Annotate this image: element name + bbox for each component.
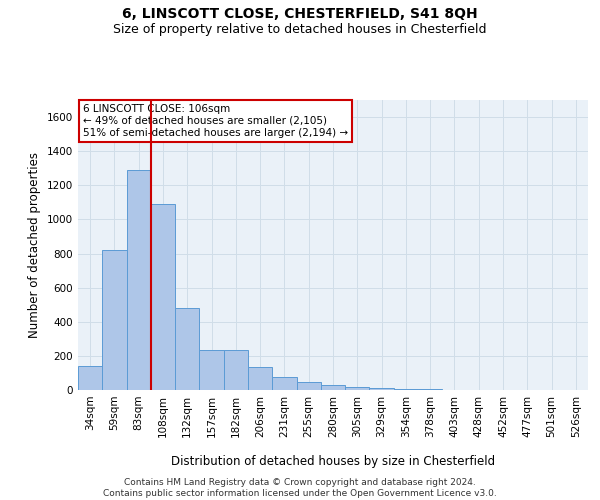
Bar xyxy=(224,350,248,390)
Text: Contains HM Land Registry data © Crown copyright and database right 2024.
Contai: Contains HM Land Registry data © Crown c… xyxy=(103,478,497,498)
Bar xyxy=(370,388,394,390)
Bar xyxy=(151,204,175,390)
Bar xyxy=(272,377,296,390)
Bar xyxy=(127,170,151,390)
Bar xyxy=(78,366,102,390)
Text: 6, LINSCOTT CLOSE, CHESTERFIELD, S41 8QH: 6, LINSCOTT CLOSE, CHESTERFIELD, S41 8QH xyxy=(122,8,478,22)
Bar xyxy=(248,367,272,390)
Text: 6 LINSCOTT CLOSE: 106sqm
← 49% of detached houses are smaller (2,105)
51% of sem: 6 LINSCOTT CLOSE: 106sqm ← 49% of detach… xyxy=(83,104,348,138)
Y-axis label: Number of detached properties: Number of detached properties xyxy=(28,152,41,338)
Text: Size of property relative to detached houses in Chesterfield: Size of property relative to detached ho… xyxy=(113,22,487,36)
Bar xyxy=(345,387,370,390)
Bar xyxy=(321,385,345,390)
Bar xyxy=(296,382,321,390)
Bar xyxy=(394,388,418,390)
Bar xyxy=(199,350,224,390)
Text: Distribution of detached houses by size in Chesterfield: Distribution of detached houses by size … xyxy=(171,454,495,468)
Bar xyxy=(175,308,199,390)
Bar xyxy=(102,250,127,390)
